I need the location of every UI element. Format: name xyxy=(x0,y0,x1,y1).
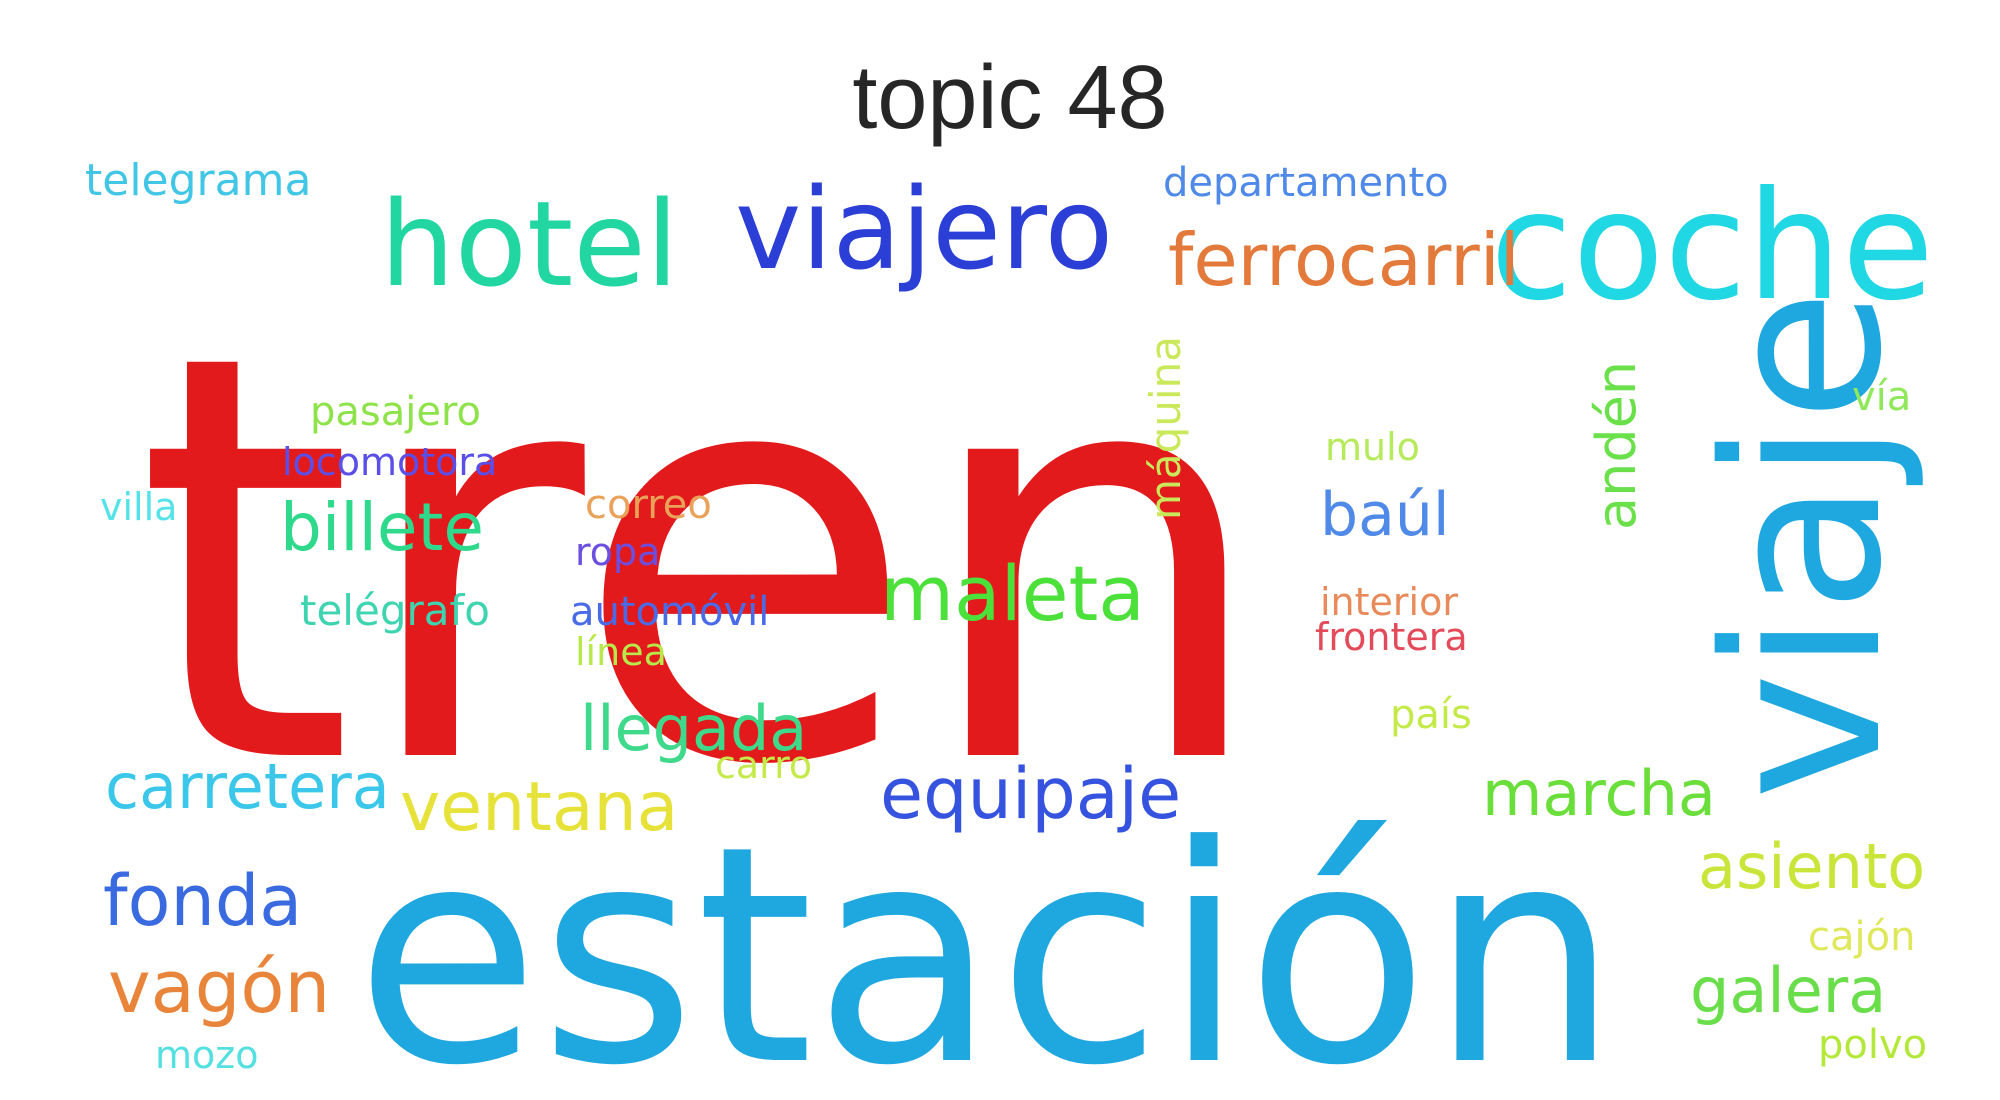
word-telegrama: telegrama xyxy=(85,155,311,206)
word-ferrocarril: ferrocarril xyxy=(1168,218,1520,302)
page-title: topic 48 xyxy=(852,48,1167,148)
word-asiento: asiento xyxy=(1698,830,1925,903)
word-mulo: mulo xyxy=(1325,425,1420,469)
word-llegada: llegada xyxy=(580,692,807,765)
word-locomotora: locomotora xyxy=(282,440,497,484)
word-cajón: cajón xyxy=(1808,914,1915,960)
word-correo: correo xyxy=(585,482,712,528)
word-tren: tren xyxy=(135,236,1272,888)
word-línea: línea xyxy=(575,630,667,674)
word-automóvil: automóvil xyxy=(570,589,769,635)
word-interior: interior xyxy=(1320,580,1458,624)
word-equipaje: equipaje xyxy=(880,753,1181,835)
word-galera: galera xyxy=(1690,954,1886,1027)
word-ropa: ropa xyxy=(575,530,660,574)
word-villa: villa xyxy=(100,485,177,529)
word-andén: andén xyxy=(1585,361,1648,530)
word-telégrafo: telégrafo xyxy=(300,586,490,635)
word-hotel: hotel xyxy=(380,175,679,313)
word-carretera: carretera xyxy=(105,750,390,823)
word-pasajero: pasajero xyxy=(310,389,481,435)
word-carro: carro xyxy=(715,743,812,787)
word-frontera: frontera xyxy=(1315,615,1468,659)
word-baúl: baúl xyxy=(1320,480,1450,550)
word-viaje: viaje xyxy=(1678,289,1929,800)
word-fonda: fonda xyxy=(103,860,302,942)
word-país: país xyxy=(1390,692,1472,738)
word-maleta: maleta xyxy=(880,549,1145,638)
word-ventana: ventana xyxy=(400,768,678,847)
word-mozo: mozo xyxy=(155,1033,258,1077)
word-máquina: máquina xyxy=(1141,336,1190,520)
word-vagón: vagón xyxy=(108,945,330,1029)
word-estación: estación xyxy=(355,782,1619,1100)
word-viajero: viajero xyxy=(735,165,1113,295)
word-vía: vía xyxy=(1852,374,1911,420)
word-marcha: marcha xyxy=(1482,757,1716,830)
word-coche: coche xyxy=(1490,160,1934,334)
word-departamento: departamento xyxy=(1163,160,1449,206)
word-billete: billete xyxy=(280,489,484,566)
word-polvo: polvo xyxy=(1818,1022,1927,1068)
